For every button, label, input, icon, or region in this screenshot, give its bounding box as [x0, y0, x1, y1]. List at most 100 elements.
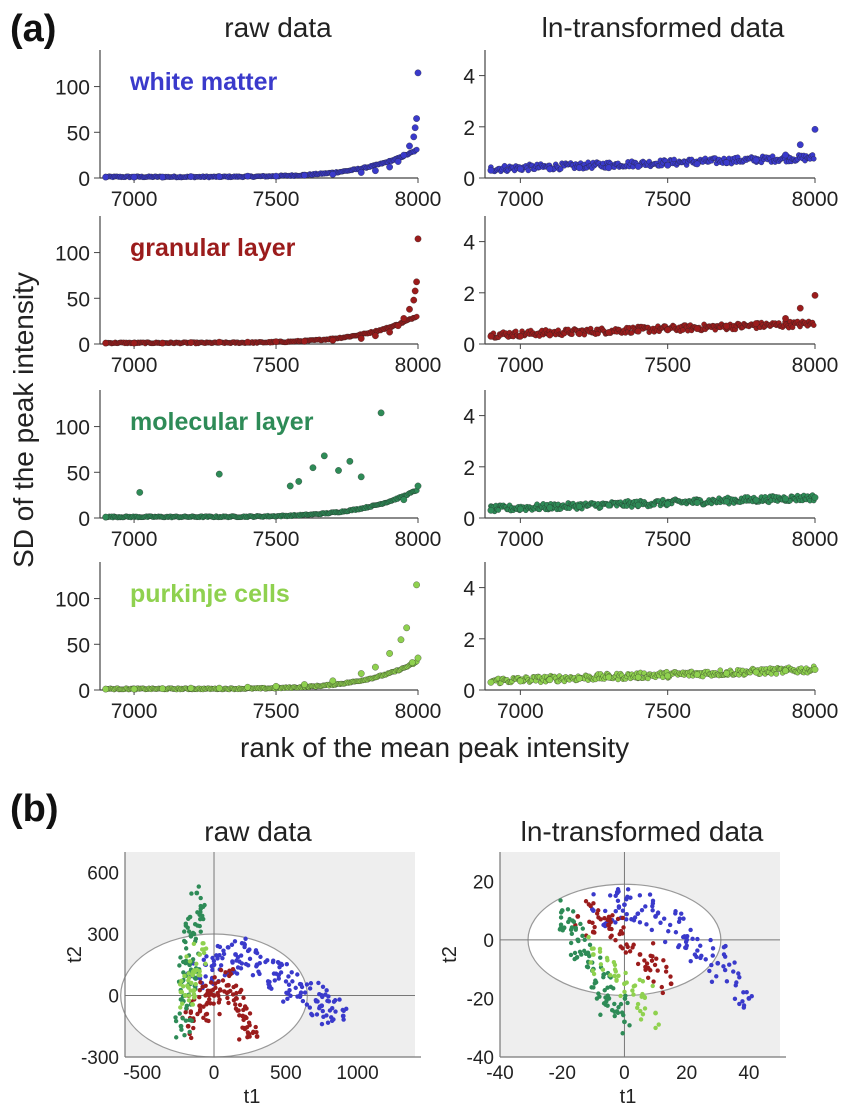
pca-point — [721, 964, 726, 969]
data-point — [102, 685, 110, 693]
pca-data-point — [653, 914, 658, 919]
y-tick-label-ln-row2: 0 — [463, 508, 475, 531]
pca-point — [190, 957, 196, 962]
pca-point — [625, 887, 631, 892]
pca-point — [244, 1025, 250, 1030]
panel-a-label: (a) — [10, 8, 57, 50]
pca-x-tick-label-raw: -500 — [123, 1063, 161, 1084]
data-point — [301, 171, 308, 179]
pca-point — [627, 1023, 632, 1028]
pca-point — [663, 969, 669, 974]
pca-point — [308, 981, 314, 986]
pca-point — [178, 989, 183, 995]
scatter-point — [773, 671, 780, 677]
pca-point — [632, 983, 638, 988]
data-point — [159, 685, 166, 692]
pca-point — [184, 954, 189, 959]
data-point — [130, 685, 138, 693]
x-tick-label-raw-row0: 7000 — [111, 188, 158, 211]
pca-point — [217, 997, 222, 1002]
pca-data-point — [197, 1003, 203, 1009]
data-point — [215, 338, 223, 346]
pca-point — [206, 1018, 211, 1024]
pca-point — [198, 895, 203, 901]
pca-point — [229, 942, 235, 947]
pca-point — [605, 985, 610, 990]
pca-point — [602, 916, 607, 921]
pca-point — [243, 936, 248, 941]
pca-point — [173, 1015, 178, 1020]
pca-point — [612, 967, 618, 972]
pca-point — [174, 1035, 179, 1040]
pca-point — [223, 970, 228, 975]
pca-point — [191, 1025, 196, 1031]
pca-point — [237, 1002, 243, 1008]
data-point — [301, 681, 308, 688]
pca-point — [723, 943, 728, 949]
pca-point — [635, 961, 641, 967]
pca-point — [293, 985, 298, 991]
pca-point — [707, 968, 712, 974]
pca-point — [652, 962, 658, 968]
pca-point — [320, 1008, 325, 1014]
pca-data-point — [559, 908, 565, 913]
pca-point — [210, 955, 215, 961]
data-point — [517, 677, 524, 685]
data-point — [400, 315, 408, 322]
pca-point — [727, 962, 732, 967]
pca-title-ln: ln-transformed data — [520, 816, 764, 847]
pca-point — [666, 929, 671, 934]
data-point — [723, 670, 730, 677]
pca-point — [218, 963, 224, 968]
data-point — [272, 172, 280, 180]
scatter-point — [811, 322, 817, 328]
pca-point — [206, 993, 212, 998]
data-point — [295, 478, 303, 485]
pca-point — [208, 980, 214, 985]
pca-point — [653, 1025, 658, 1031]
pca-point — [620, 946, 625, 951]
data-point — [414, 235, 422, 243]
pca-point — [623, 970, 628, 976]
pca-point — [217, 953, 222, 958]
data-point — [386, 163, 393, 171]
x-tick-label-ln-row1: 7000 — [497, 354, 544, 377]
pca-y-tick-label-ln: 20 — [473, 872, 494, 893]
data-point — [215, 173, 223, 180]
pca-point — [247, 956, 253, 962]
x-tick-label-ln-row3: 7500 — [644, 700, 691, 723]
pca-point — [180, 1016, 185, 1021]
x-tick-label-ln-row0: 7000 — [497, 188, 544, 211]
x-tick-label-raw-row0: 8000 — [395, 188, 442, 211]
pca-point — [681, 916, 686, 921]
pca-point — [331, 1017, 336, 1022]
pca-point — [310, 1013, 315, 1018]
pca-point — [642, 1006, 648, 1011]
pca-point — [655, 968, 660, 973]
pca-point — [732, 996, 738, 1002]
pca-point — [225, 990, 231, 995]
pca-point — [620, 1031, 625, 1036]
pca-point — [734, 980, 739, 985]
pca-point — [660, 990, 666, 996]
pca-point — [314, 1012, 320, 1017]
pca-point — [239, 987, 244, 993]
pca-point — [198, 980, 203, 985]
pca-point — [615, 898, 621, 904]
data-point — [796, 141, 804, 149]
pca-point — [197, 976, 203, 981]
pca-point — [290, 979, 295, 984]
pca-point — [600, 967, 606, 972]
pca-point — [191, 991, 197, 997]
data-point — [752, 320, 760, 327]
pca-point — [180, 984, 186, 989]
x-tick-label-raw-row1: 7500 — [253, 354, 300, 377]
pca-point — [649, 927, 655, 933]
y-tick-label-ln-row0: 0 — [463, 168, 475, 191]
data-point — [605, 164, 613, 172]
column-title-raw: raw data — [224, 12, 332, 43]
pca-point — [202, 902, 207, 908]
pca-point — [226, 945, 231, 950]
x-tick-label-raw-row3: 8000 — [395, 700, 442, 723]
pca-point — [664, 964, 669, 970]
